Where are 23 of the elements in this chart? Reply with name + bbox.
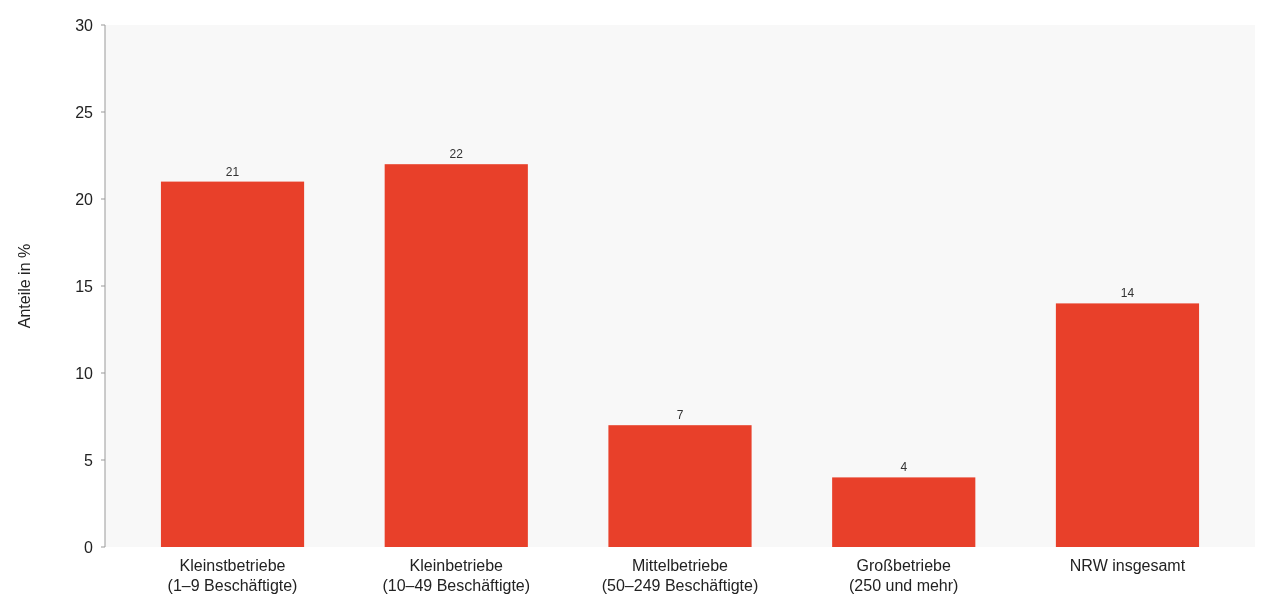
y-tick-label: 25 xyxy=(75,103,94,121)
y-tick-label: 10 xyxy=(75,364,94,382)
y-axis-title: Anteile in % xyxy=(16,243,33,329)
data-label: 21 xyxy=(225,164,240,179)
bar xyxy=(1055,303,1200,547)
data-label: 7 xyxy=(676,408,684,423)
y-tick-label: 15 xyxy=(75,277,94,295)
bar xyxy=(384,164,528,547)
bar xyxy=(608,425,752,547)
y-tick-label: 5 xyxy=(84,451,94,469)
x-tick-label: Großbetriebe (250 und mehr) xyxy=(849,557,959,594)
x-tick-label: Kleinbetriebe (10–49 Beschäftigte) xyxy=(382,557,531,594)
bar xyxy=(160,181,305,547)
y-tick-label: 30 xyxy=(75,16,94,34)
data-label: 22 xyxy=(449,147,464,162)
x-tick-label: NRW insgesamt xyxy=(1069,557,1186,574)
bar xyxy=(832,477,976,547)
x-tick-label: Mittelbetriebe (50–249 Beschäftigte) xyxy=(601,557,759,594)
data-label: 14 xyxy=(1120,286,1135,301)
x-tick-label: Kleinstbetriebe (1–9 Beschäftigte) xyxy=(167,557,298,594)
data-label: 4 xyxy=(900,460,908,475)
y-tick-label: 0 xyxy=(84,538,94,556)
y-tick-label: 20 xyxy=(75,190,94,208)
